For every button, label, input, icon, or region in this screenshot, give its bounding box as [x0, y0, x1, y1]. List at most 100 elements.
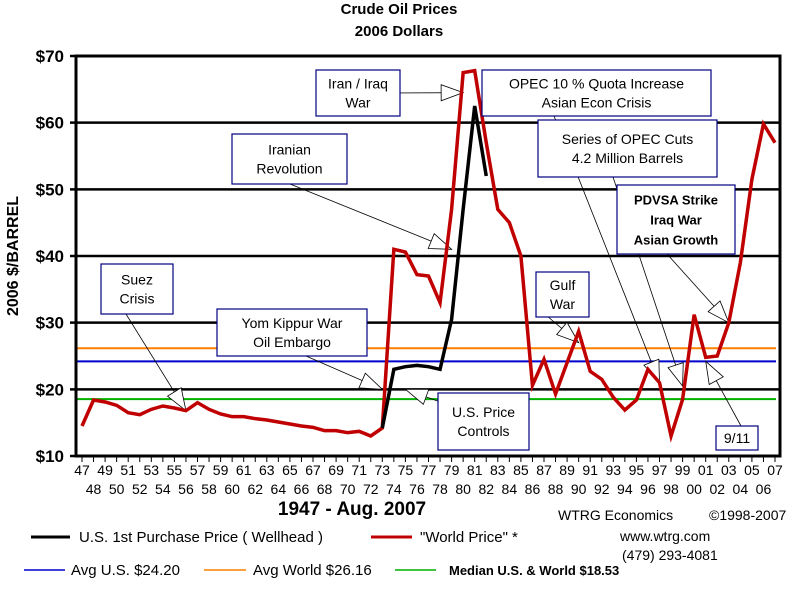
annotation-text: 4.2 Million Barrels [572, 150, 683, 166]
annotation-arrowhead [555, 321, 580, 344]
credits-org: WTRG Economics [558, 507, 673, 523]
legend-label-world: "World Price" * [420, 529, 518, 546]
x-tick-label: 49 [97, 462, 113, 478]
x-tick-label: 74 [386, 481, 402, 497]
annotation-frame [315, 69, 401, 117]
annotation-text: Iran / Iraq [328, 76, 388, 92]
annotation-text: Series of OPEC Cuts [562, 131, 694, 147]
legend-label-avg-us: Avg U.S. $24.20 [71, 562, 180, 579]
annotation-box: Series of OPEC Cuts 4.2 Million Barrels [537, 119, 718, 178]
series-line-us-wellhead [380, 105, 488, 429]
x-tick-label: 71 [351, 462, 367, 478]
annotation-text: U.S. Price [452, 404, 515, 420]
annotation-box: Yom Kippur War Oil Embargo [216, 308, 368, 357]
credits-url[interactable]: www.wtrg.com [619, 528, 710, 544]
annotation-arrowhead [707, 300, 730, 324]
annotation-boxes: Suez Crisis Yom Kippur War Oil Embargo U.S. … [100, 69, 759, 451]
series-lines [80, 68, 777, 443]
x-axis-label: 1947 - Aug. 2007 [278, 499, 426, 520]
annotation-arrow-line [289, 183, 452, 250]
x-tick-label: 53 [144, 462, 160, 478]
x-tick-label: 87 [536, 462, 552, 478]
annotation-box: 9/11 [715, 425, 759, 451]
y-tick-label: $50 [36, 180, 64, 199]
annotation-text: Oil Embargo [253, 334, 331, 350]
x-tick-label: 58 [201, 481, 217, 497]
x-tick-label: 95 [629, 462, 645, 478]
y-tick-labels: $10 $20 $30 $40 $50 $60 $70 [36, 47, 64, 466]
x-tick-label: 79 [444, 462, 460, 478]
annotation-text: Iranian [268, 142, 311, 158]
x-tick-labels: 47 49 51 53 55 57 59 61 63 65 67 69 71 73 75 77 79 81 83 85… [74, 462, 783, 497]
annotation-text: War [345, 95, 370, 111]
x-tick-label: 69 [328, 462, 344, 478]
x-tick-label: 92 [594, 481, 610, 497]
x-tick-label: 72 [363, 481, 379, 497]
annotation-text: Yom Kippur War [242, 315, 343, 331]
x-tick-label: 68 [317, 481, 333, 497]
annotation-box: PDVSA Strike Iraq War Asian Growth [616, 184, 736, 255]
annotation-frame [481, 69, 712, 117]
y-tick-label: $30 [36, 314, 64, 333]
chart-title: Crude Oil Prices [341, 1, 458, 18]
x-tick-label: 94 [617, 481, 633, 497]
x-tick-label: 02 [709, 481, 725, 497]
x-tick-label: 91 [582, 462, 598, 478]
annotation-text: Asian Growth [634, 233, 719, 248]
y-tick-label: $10 [36, 447, 64, 466]
chart-subtitle: 2006 Dollars [355, 23, 443, 40]
x-tick-label: 66 [294, 481, 310, 497]
legend-label-wellhead: U.S. 1st Purchase Price ( Wellhead ) [79, 529, 323, 546]
annotation-text: Gulf [550, 277, 576, 293]
x-tick-label: 90 [571, 481, 587, 497]
x-tick-label: 06 [756, 481, 772, 497]
credits-copyright: ©1998-2007 [709, 507, 786, 523]
annotation-frame [535, 271, 590, 318]
annotation-frame [100, 263, 174, 315]
x-tick-label: 86 [525, 481, 541, 497]
x-tick-label: 00 [686, 481, 702, 497]
x-tick-label: 96 [640, 481, 656, 497]
x-tick-label: 05 [744, 462, 760, 478]
annotation-frame [537, 119, 718, 178]
annotation-text: 9/11 [724, 430, 750, 446]
x-tick-label: 54 [155, 481, 171, 497]
y-tick-label: $60 [36, 114, 64, 133]
x-tick-label: 03 [721, 462, 737, 478]
annotation-text: Controls [457, 423, 509, 439]
x-tick-label: 73 [375, 462, 391, 478]
x-tick-label: 88 [548, 481, 564, 497]
x-tick-label: 55 [167, 462, 183, 478]
annotation-arrowhead [705, 360, 724, 386]
annotation-arrowhead [166, 387, 187, 412]
x-tick-label: 99 [675, 462, 691, 478]
x-tick-label: 59 [213, 462, 229, 478]
annotation-frame [437, 392, 530, 451]
x-tick-label: 60 [224, 481, 240, 497]
x-tick-label: 80 [455, 481, 471, 497]
credits-phone: (479) 293-4081 [622, 547, 718, 563]
annotation-box: U.S. Price Controls [437, 392, 530, 451]
x-tick-label: 97 [652, 462, 668, 478]
x-tick-label: 76 [409, 481, 425, 497]
x-tick-label: 65 [282, 462, 298, 478]
x-tick-label: 07 [767, 462, 783, 478]
annotation-box: Suez Crisis [100, 263, 174, 315]
y-axis-label: 2006 $/BARREL [5, 196, 22, 316]
annotation-frame [231, 133, 348, 185]
annotation-text: PDVSA Strike [634, 193, 718, 208]
y-tick-label: $40 [36, 247, 64, 266]
annotation-arrowhead [667, 362, 684, 388]
y-tick-label: $70 [36, 47, 64, 66]
legend-label-median: Median U.S. & World $18.53 [449, 563, 619, 578]
x-tick-label: 63 [259, 462, 275, 478]
x-tick-label: 51 [120, 462, 136, 478]
y-tick-label: $20 [36, 380, 64, 399]
x-tick-label: 85 [513, 462, 529, 478]
annotation-box: Gulf War [535, 271, 590, 318]
annotation-arrowhead [440, 84, 465, 102]
annotation-text: OPEC 10 % Quota Increase [509, 76, 684, 92]
annotation-box: Iranian Revolution [231, 133, 348, 185]
annotation-frame [715, 425, 759, 451]
